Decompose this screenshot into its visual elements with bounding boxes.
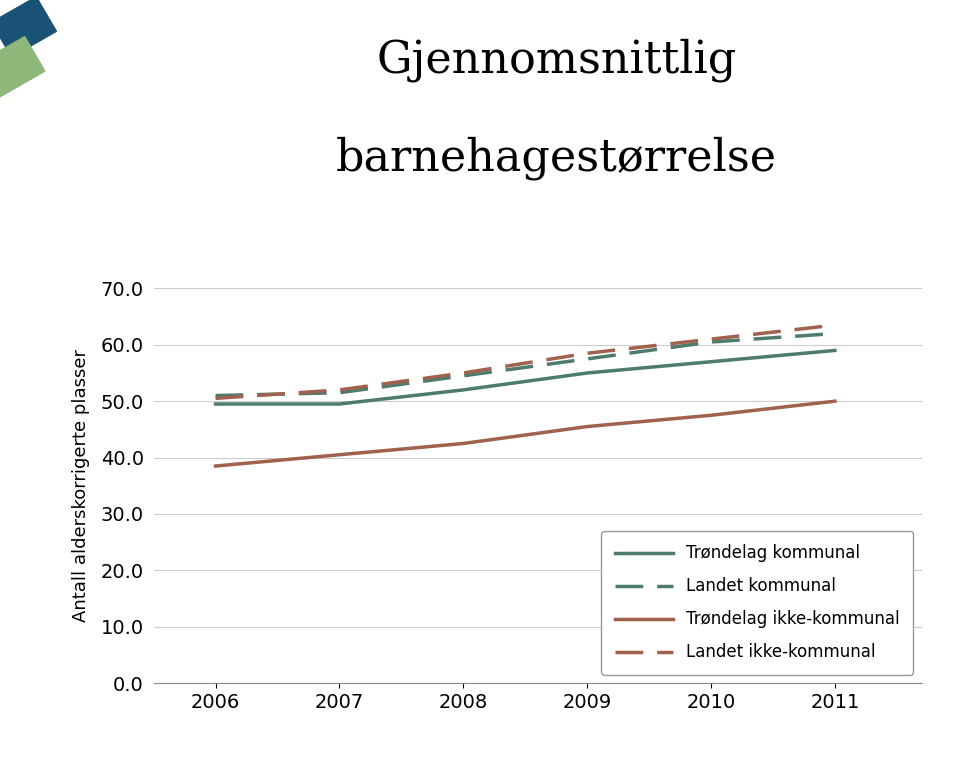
Text: TROND ERIK LUNDER: TROND ERIK LUNDER <box>48 733 180 743</box>
Text: telemarksforsking.no: telemarksforsking.no <box>794 733 912 743</box>
Text: barnehagestørrelse: barnehagestørrelse <box>336 137 778 181</box>
Y-axis label: Antall alderskorrigerte plasser: Antall alderskorrigerte plasser <box>71 349 89 622</box>
Text: Gjennomsnittlig: Gjennomsnittlig <box>376 38 737 82</box>
Bar <box>0 0 57 57</box>
Legend: Trøndelag kommunal, Landet kommunal, Trøndelag ikke-kommunal, Landet ikke-kommun: Trøndelag kommunal, Landet kommunal, Trø… <box>601 531 913 675</box>
Bar <box>0 36 45 97</box>
